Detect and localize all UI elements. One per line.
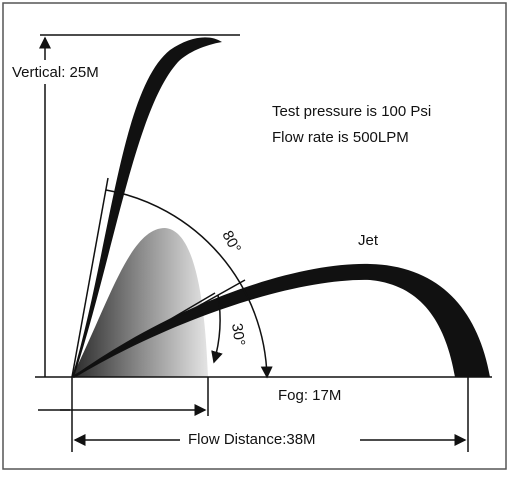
jet-label: Jet xyxy=(358,232,379,249)
vertical-stream xyxy=(72,37,222,377)
angle-arc xyxy=(211,294,223,364)
label-bg xyxy=(180,428,360,450)
label-bg xyxy=(8,60,118,84)
angle-arc xyxy=(105,189,273,379)
angle-line xyxy=(71,177,109,378)
flow-rate-text: Flow rate is 500LPM xyxy=(272,129,409,146)
fog-label: Fog: 17M xyxy=(278,387,341,404)
fog-spray xyxy=(72,228,208,377)
jet-stream xyxy=(72,263,490,378)
vertical-label: Vertical: 25M xyxy=(12,64,99,81)
flow-distance-label: Flow Distance:38M xyxy=(188,431,316,448)
angle-line xyxy=(71,292,216,378)
pressure-text: Test pressure is 100 Psi xyxy=(272,103,431,120)
angle-label: 30° xyxy=(228,322,248,347)
